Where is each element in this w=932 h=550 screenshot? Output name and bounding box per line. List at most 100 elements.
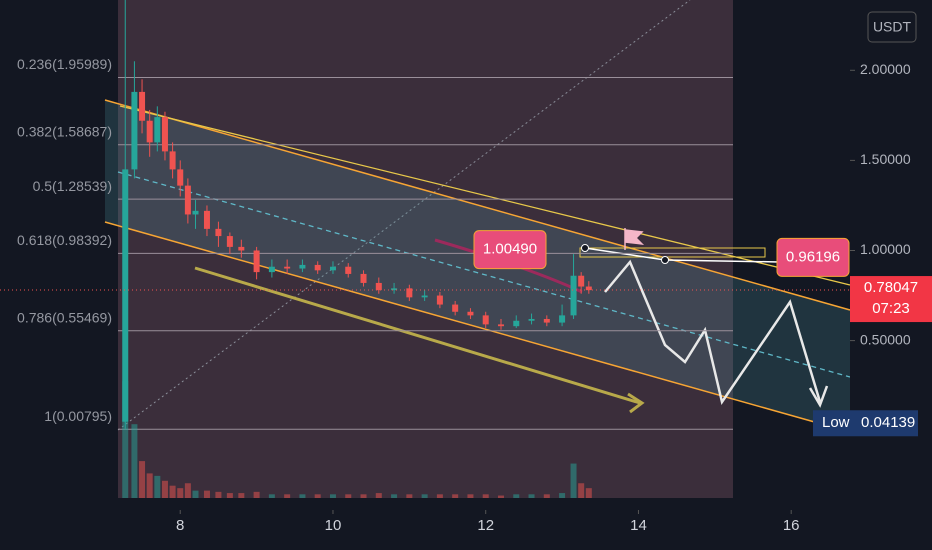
low-label: Low: [822, 414, 850, 431]
x-tick-label: 10: [325, 517, 342, 534]
candle-body: [226, 236, 233, 247]
flag: [624, 228, 645, 250]
candle-body: [299, 264, 306, 269]
volume-bar: [299, 494, 306, 498]
candle-body: [391, 288, 398, 291]
volume-bar: [122, 381, 129, 498]
volume-bar: [203, 490, 210, 498]
volume-bar: [360, 494, 367, 498]
candle-body: [436, 295, 443, 305]
volume-bar: [146, 473, 153, 498]
candle-body: [177, 169, 184, 186]
candle-body: [184, 185, 191, 215]
annotation-box: [473, 230, 547, 270]
fib-label: 0.5(1.28539): [33, 178, 112, 194]
volume-bar: [559, 493, 566, 498]
fib-label: 0.382(1.58687): [17, 123, 112, 139]
candle-body: [146, 120, 153, 143]
volume-bar: [131, 424, 138, 498]
volume-bar: [513, 494, 520, 498]
candle-body: [161, 117, 168, 152]
volume-bar: [391, 494, 398, 498]
candle-body: [314, 264, 321, 271]
target-box: [579, 247, 766, 258]
low-box: [813, 410, 918, 437]
volume-bar: [226, 493, 233, 498]
candle-body: [169, 151, 176, 170]
candle-body: [238, 246, 245, 251]
candle-body: [192, 210, 199, 215]
annotation-label: 0.96196: [786, 248, 840, 265]
candle-body: [406, 288, 413, 298]
candle-body: [215, 228, 222, 237]
candle-body: [122, 169, 129, 422]
x-tick-label: 16: [783, 517, 800, 534]
volume-bar: [543, 494, 550, 498]
volume-bar: [482, 494, 489, 498]
volume-bar: [345, 494, 352, 498]
volume-bar: [528, 494, 535, 498]
volume-bar: [467, 494, 474, 498]
candle-body: [585, 286, 592, 291]
x-tick-label: 12: [477, 517, 494, 534]
volume-bar: [253, 491, 260, 498]
volume-bar: [578, 483, 585, 498]
channel-mid: [117, 171, 851, 378]
fib-label: 0.236(1.95989): [17, 56, 112, 72]
volume-bar: [169, 485, 176, 498]
annotation-label: 1.00490: [483, 241, 537, 258]
volume-bar: [192, 490, 199, 498]
projection-path: [604, 259, 822, 406]
candle-body: [559, 315, 566, 323]
candle-body: [131, 91, 138, 170]
candle-body: [497, 324, 504, 327]
fib-label: 0.786(0.55469): [17, 309, 112, 325]
candle-body: [329, 266, 336, 271]
annotation-box: [776, 237, 850, 277]
measure-point: [581, 244, 589, 252]
candle-body: [345, 266, 352, 274]
candle-body: [268, 266, 275, 273]
candle-body: [528, 318, 535, 321]
volume-bar: [314, 494, 321, 498]
volume-bar: [329, 494, 336, 498]
candle-body: [543, 318, 550, 323]
candle-body: [482, 315, 489, 325]
volume-bar: [177, 488, 184, 498]
fib-label: 0.618(0.98392): [17, 232, 112, 248]
volume-bar: [421, 494, 428, 498]
projection-arrow: [808, 385, 829, 408]
price-axis: [850, 0, 932, 550]
y-tick-label: 2.00000: [860, 61, 911, 77]
volume-bar: [154, 475, 161, 498]
channel-upper: [104, 99, 851, 311]
volume-bar: [184, 483, 191, 498]
measure-point: [661, 256, 669, 264]
volume-bar: [497, 495, 504, 498]
volume-bar: [161, 480, 168, 498]
candle-body: [421, 295, 428, 298]
last-price-label: 0.78047: [864, 279, 918, 296]
trend-arrow: [194, 266, 641, 405]
volume-bar: [375, 493, 382, 498]
volume-bar: [139, 461, 146, 498]
candle-body: [513, 320, 520, 327]
volume-bar: [570, 463, 577, 498]
trend-guide: [117, 0, 691, 431]
volume-bar: [436, 494, 443, 498]
candle-body: [284, 266, 291, 269]
candle-body: [578, 275, 585, 287]
volume-bar: [406, 494, 413, 498]
y-tick-label: 1.50000: [860, 151, 911, 167]
candle-body: [452, 304, 459, 312]
channel-yellow: [119, 105, 851, 286]
candle-body: [467, 311, 474, 316]
candle-body: [253, 250, 260, 273]
x-tick-label: 14: [630, 517, 647, 534]
y-tick-label: 0.50000: [860, 331, 911, 347]
countdown: 07:23: [872, 300, 910, 317]
volume-bar: [452, 494, 459, 498]
candle-body: [360, 273, 367, 283]
volume-bar: [215, 491, 222, 498]
